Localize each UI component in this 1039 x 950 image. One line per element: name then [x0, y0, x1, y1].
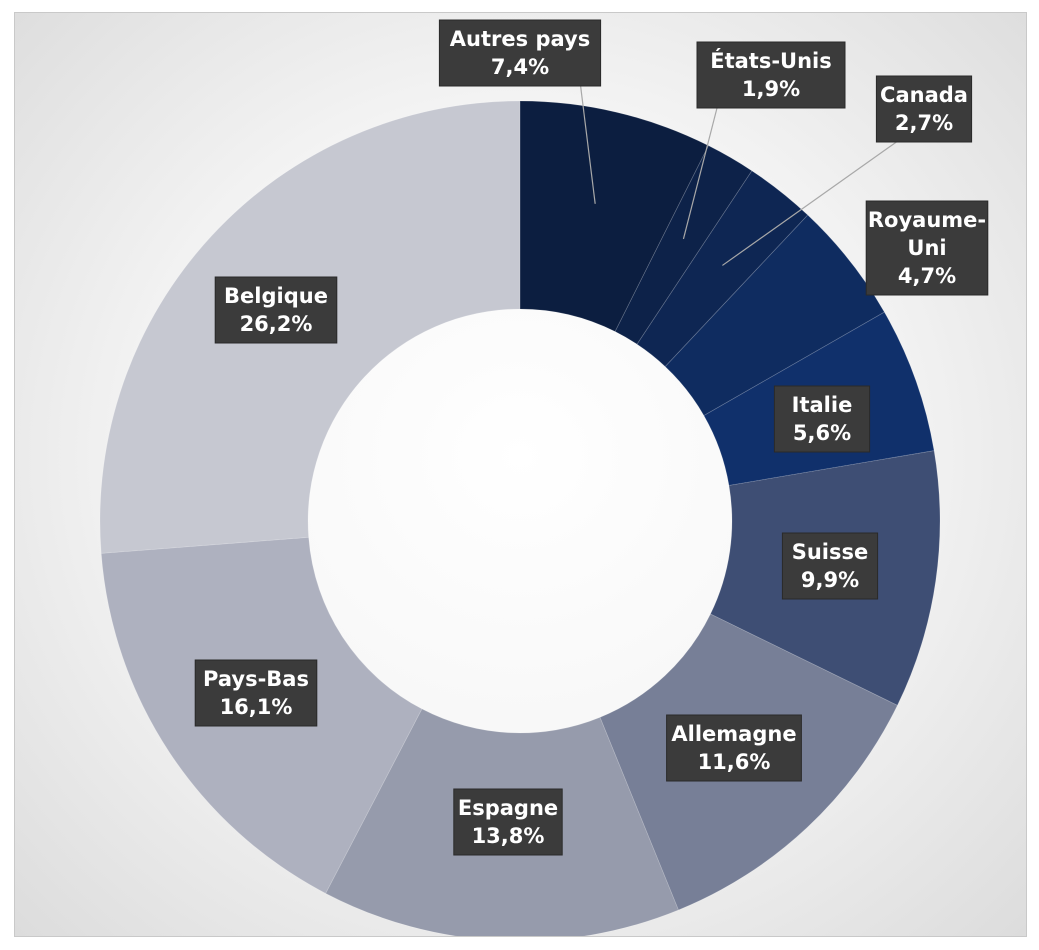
- data-label-value: 13,8%: [472, 824, 545, 848]
- leader-line-autres-pays: [580, 85, 596, 204]
- data-label-espagne: Espagne 13,8%: [453, 788, 563, 856]
- data-label-value: 16,1%: [220, 695, 293, 719]
- slice-royaume-uni: [664, 214, 885, 417]
- leader-line-etats-unis: [682, 107, 718, 240]
- data-label-name: Suisse: [792, 540, 869, 564]
- data-label-name: Espagne: [458, 796, 558, 820]
- data-label-name: Uni: [907, 236, 946, 260]
- data-label-value: 7,4%: [491, 55, 549, 79]
- data-label-autres-pays: Autres pays 7,4%: [438, 19, 602, 87]
- chart-frame: Autres pays 7,4% États-Unis 1,9% Canada 2,7% R…: [14, 12, 1027, 937]
- data-label-box: [666, 714, 802, 782]
- data-label-pays-bas: Pays-Bas 16,1%: [194, 659, 318, 727]
- data-label-box: [696, 41, 846, 109]
- slice-autres-pays: [519, 100, 710, 333]
- data-label-box: [865, 200, 989, 296]
- data-label-value: 5,6%: [793, 421, 851, 445]
- data-label-name: Pays-Bas: [203, 667, 309, 691]
- data-label-name: Canada: [880, 83, 968, 107]
- data-label-value: 9,9%: [801, 568, 859, 592]
- data-label-value: 4,7%: [898, 264, 956, 288]
- data-label-etats-unis: États-Unis 1,9%: [696, 41, 846, 109]
- data-label-belgique: Belgique 26,2%: [214, 276, 338, 344]
- data-label-box: [773, 385, 871, 453]
- data-label-name: Royaume-: [868, 208, 986, 232]
- data-label-name: Allemagne: [671, 722, 796, 746]
- data-label-canada: Canada 2,7%: [875, 75, 973, 143]
- leader-line-canada: [722, 141, 897, 266]
- data-label-name: Italie: [792, 393, 853, 417]
- data-label-name: États-Unis: [710, 48, 832, 73]
- data-label-value: 11,6%: [698, 750, 771, 774]
- data-label-box: [194, 659, 318, 727]
- data-label-box: [781, 532, 879, 600]
- data-label-box: [875, 75, 973, 143]
- data-label-suisse: Suisse 9,9%: [781, 532, 879, 600]
- slice-etats-unis: [614, 145, 753, 345]
- data-label-name: Autres pays: [450, 27, 590, 51]
- leader-lines: [580, 85, 897, 266]
- data-label-value: 26,2%: [240, 312, 313, 336]
- data-label-value: 2,7%: [895, 111, 953, 135]
- data-label-box: [438, 19, 602, 87]
- donut-chart: Autres pays 7,4% États-Unis 1,9% Canada 2,7% R…: [99, 19, 989, 936]
- data-label-value: 1,9%: [742, 77, 800, 101]
- data-label-name: Belgique: [224, 284, 328, 308]
- data-label-italie: Italie 5,6%: [773, 385, 871, 453]
- data-label-royaume-uni: Royaume- Uni 4,7%: [865, 200, 989, 296]
- data-label-allemagne: Allemagne 11,6%: [666, 714, 802, 782]
- data-label-box: [453, 788, 563, 856]
- data-labels: Autres pays 7,4% États-Unis 1,9% Canada 2,7% R…: [194, 19, 989, 856]
- data-label-box: [214, 276, 338, 344]
